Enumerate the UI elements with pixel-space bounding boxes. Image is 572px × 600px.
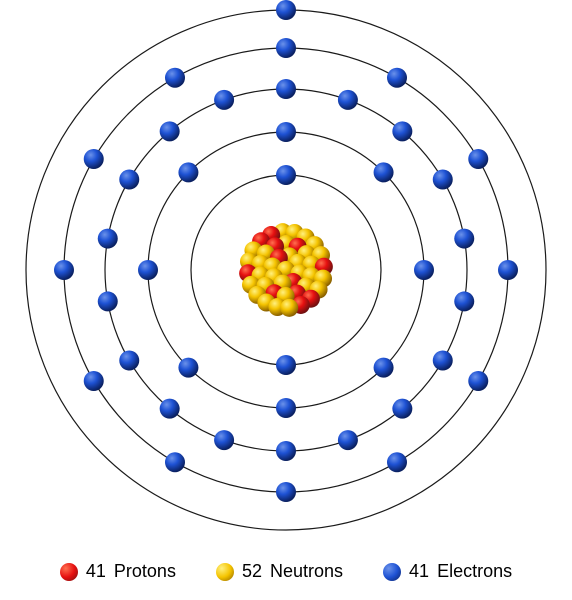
electron [160,399,180,419]
electron [54,260,74,280]
electron [468,149,488,169]
electron-count: 41 [409,561,429,582]
proton-dot-icon [60,563,78,581]
electron [84,371,104,391]
electron [178,358,198,378]
legend-item-proton: 41 Protons [60,561,176,582]
electron [374,358,394,378]
electron [338,430,358,450]
electron [387,452,407,472]
electron [433,170,453,190]
electron [433,351,453,371]
electron [138,260,158,280]
electron [454,291,474,311]
electron [214,90,234,110]
neutron-label: Neutrons [270,561,343,582]
legend-item-neutron: 52 Neutrons [216,561,343,582]
legend-item-electron: 41 Electrons [383,561,512,582]
electron [119,170,139,190]
nucleus-neutron [280,299,298,317]
electron [276,482,296,502]
electron [468,371,488,391]
electron [387,68,407,88]
electron [374,162,394,182]
electron [214,430,234,450]
atom-diagram [0,0,572,540]
electron [392,399,412,419]
electron [276,355,296,375]
electron [276,398,296,418]
electron [454,229,474,249]
electron [338,90,358,110]
proton-label: Protons [114,561,176,582]
proton-count: 41 [86,561,106,582]
electron [392,121,412,141]
electron [276,38,296,58]
nucleus [239,223,333,317]
legend: 41 Protons 52 Neutrons 41 Electrons [0,561,572,582]
electron [84,149,104,169]
electron [498,260,518,280]
electron [98,291,118,311]
electron-dot-icon [383,563,401,581]
electron [178,162,198,182]
electron [276,165,296,185]
electron [160,121,180,141]
electron [276,122,296,142]
electron [276,0,296,20]
electron [276,79,296,99]
electron-label: Electrons [437,561,512,582]
electron [165,452,185,472]
electron [414,260,434,280]
neutron-dot-icon [216,563,234,581]
electron [98,229,118,249]
electron [276,441,296,461]
atom-svg [0,0,572,540]
neutron-count: 52 [242,561,262,582]
electron [165,68,185,88]
electron [119,351,139,371]
